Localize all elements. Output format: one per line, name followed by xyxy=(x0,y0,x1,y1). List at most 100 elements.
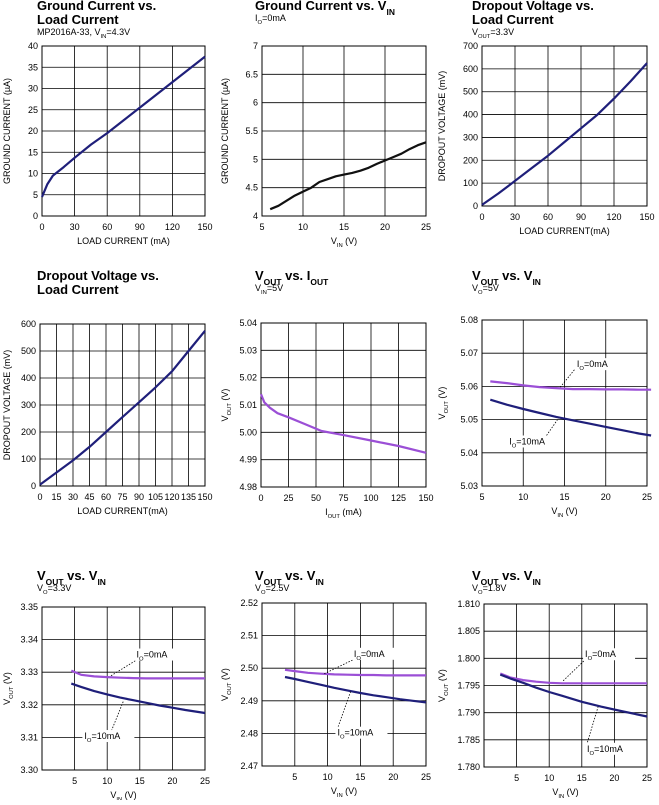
x-tick-label: 0 xyxy=(39,222,44,232)
y-tick-label: 5.5 xyxy=(245,126,258,136)
x-tick-label: 135 xyxy=(181,492,196,502)
x-tick-label: 20 xyxy=(609,773,619,783)
y-tick-label: 300 xyxy=(463,132,478,142)
y-tick-label: 0 xyxy=(473,201,478,211)
annotation-leader xyxy=(541,417,560,444)
chart-subtitle: VIN=5V xyxy=(255,283,283,296)
y-tick-label: 3.30 xyxy=(20,765,38,775)
y-tick-label: 600 xyxy=(21,319,36,329)
chart-subtitle: VOUT=3.3V xyxy=(472,27,514,40)
y-tick-label: 400 xyxy=(21,373,36,383)
series-line xyxy=(269,141,427,211)
x-tick-label: 10 xyxy=(102,776,112,786)
x-tick-label: 30 xyxy=(68,492,78,502)
y-tick-label: 400 xyxy=(463,110,478,120)
x-tick-label: 15 xyxy=(355,772,365,782)
y-tick-label: 5 xyxy=(253,154,258,164)
annotation-label: IO=0mA xyxy=(137,650,168,663)
y-tick-label: 2.50 xyxy=(240,663,258,673)
chart-1: Ground Current vs.Load CurrentMP2016A-33… xyxy=(2,0,213,246)
x-tick-label: 90 xyxy=(576,212,586,222)
y-tick-label: 100 xyxy=(21,454,36,464)
plot-frame xyxy=(481,45,648,207)
y-axis-label: GROUND CURRENT (µA) xyxy=(2,78,12,184)
x-tick-label: 15 xyxy=(135,776,145,786)
y-tick-label: 3.32 xyxy=(20,700,38,710)
x-tick-label: 90 xyxy=(134,492,144,502)
chart-subtitle: MP2016A-33, VIN=4.3V xyxy=(37,27,130,40)
x-tick-label: 125 xyxy=(391,493,406,503)
x-tick-label: 120 xyxy=(164,492,179,502)
annotation-bg xyxy=(585,742,638,755)
y-tick-label: 0 xyxy=(31,481,36,491)
y-tick-label: 3.35 xyxy=(20,602,38,612)
y-tick-label: 1.795 xyxy=(457,681,480,691)
series-line xyxy=(499,673,648,718)
y-tick-label: 5.04 xyxy=(239,318,257,328)
x-tick-label: 75 xyxy=(117,492,127,502)
y-tick-label: 600 xyxy=(463,64,478,74)
plot-frame xyxy=(261,602,427,767)
y-tick-label: 5 xyxy=(33,190,38,200)
chart-title: VOUT vs. VIN xyxy=(472,568,541,587)
y-tick-label: 300 xyxy=(21,400,36,410)
x-tick-label: 25 xyxy=(421,222,431,232)
y-tick-label: 2.49 xyxy=(240,696,258,706)
y-axis-label: GROUND CURRENT (µA) xyxy=(220,78,230,184)
x-tick-label: 105 xyxy=(148,492,163,502)
x-tick-label: 150 xyxy=(639,212,654,222)
x-tick-label: 30 xyxy=(70,222,80,232)
annotation-leader xyxy=(560,369,575,388)
chart-title: Ground Current vs. VIN xyxy=(255,0,395,17)
y-tick-label: 2.52 xyxy=(240,598,258,608)
y-tick-label: 4 xyxy=(253,211,258,221)
y-tick-label: 10 xyxy=(28,169,38,179)
annotation-bg xyxy=(351,647,404,660)
x-tick-label: 15 xyxy=(339,222,349,232)
annotation-label: IO=10mA xyxy=(509,437,545,450)
x-tick-label: 120 xyxy=(165,222,180,232)
annotation-leader xyxy=(324,659,353,675)
annotation-label: IO=0mA xyxy=(585,649,616,662)
y-axis-label: VOUT (V) xyxy=(220,389,233,422)
x-tick-label: 20 xyxy=(388,772,398,782)
x-tick-label: 25 xyxy=(421,772,431,782)
chart-subtitle: VO=2.5V xyxy=(255,583,289,596)
x-tick-label: 90 xyxy=(135,222,145,232)
plot-frame xyxy=(41,606,206,771)
annotation-label: IO=10mA xyxy=(84,731,120,744)
series-line xyxy=(39,330,206,486)
x-tick-label: 5 xyxy=(259,222,264,232)
plot-frame xyxy=(481,319,648,487)
chart-title: VOUT vs. VIN xyxy=(472,268,541,287)
annotation-bg xyxy=(335,726,388,739)
y-tick-label: 4.5 xyxy=(245,183,258,193)
chart-title: VOUT vs. VIN xyxy=(255,568,324,587)
x-tick-label: 15 xyxy=(559,492,569,502)
x-tick-label: 25 xyxy=(283,493,293,503)
y-axis-label: VOUT (V) xyxy=(220,668,233,701)
chart-title: VOUT vs. VIN xyxy=(37,568,106,587)
chart-title: Dropout Voltage vs. xyxy=(37,268,159,283)
y-tick-label: 6.5 xyxy=(245,69,258,79)
chart-title-line2: Load Current xyxy=(37,282,119,297)
y-tick-label: 5.01 xyxy=(239,400,257,410)
y-tick-label: 30 xyxy=(28,84,38,94)
x-tick-label: 5 xyxy=(72,776,77,786)
x-tick-label: 0 xyxy=(479,212,484,222)
y-tick-label: 5.07 xyxy=(460,348,478,358)
x-tick-label: 25 xyxy=(200,776,210,786)
y-tick-label: 7 xyxy=(253,41,258,51)
y-tick-label: 5.03 xyxy=(239,345,257,355)
y-tick-label: 25 xyxy=(28,105,38,115)
y-tick-label: 2.47 xyxy=(240,761,258,771)
x-tick-label: 25 xyxy=(642,773,652,783)
y-tick-label: 5.03 xyxy=(460,481,478,491)
x-axis-label: VIN (V) xyxy=(110,790,136,800)
y-axis-label: VOUT (V) xyxy=(437,669,450,702)
y-tick-label: 1.805 xyxy=(457,626,480,636)
y-tick-label: 2.48 xyxy=(240,728,258,738)
